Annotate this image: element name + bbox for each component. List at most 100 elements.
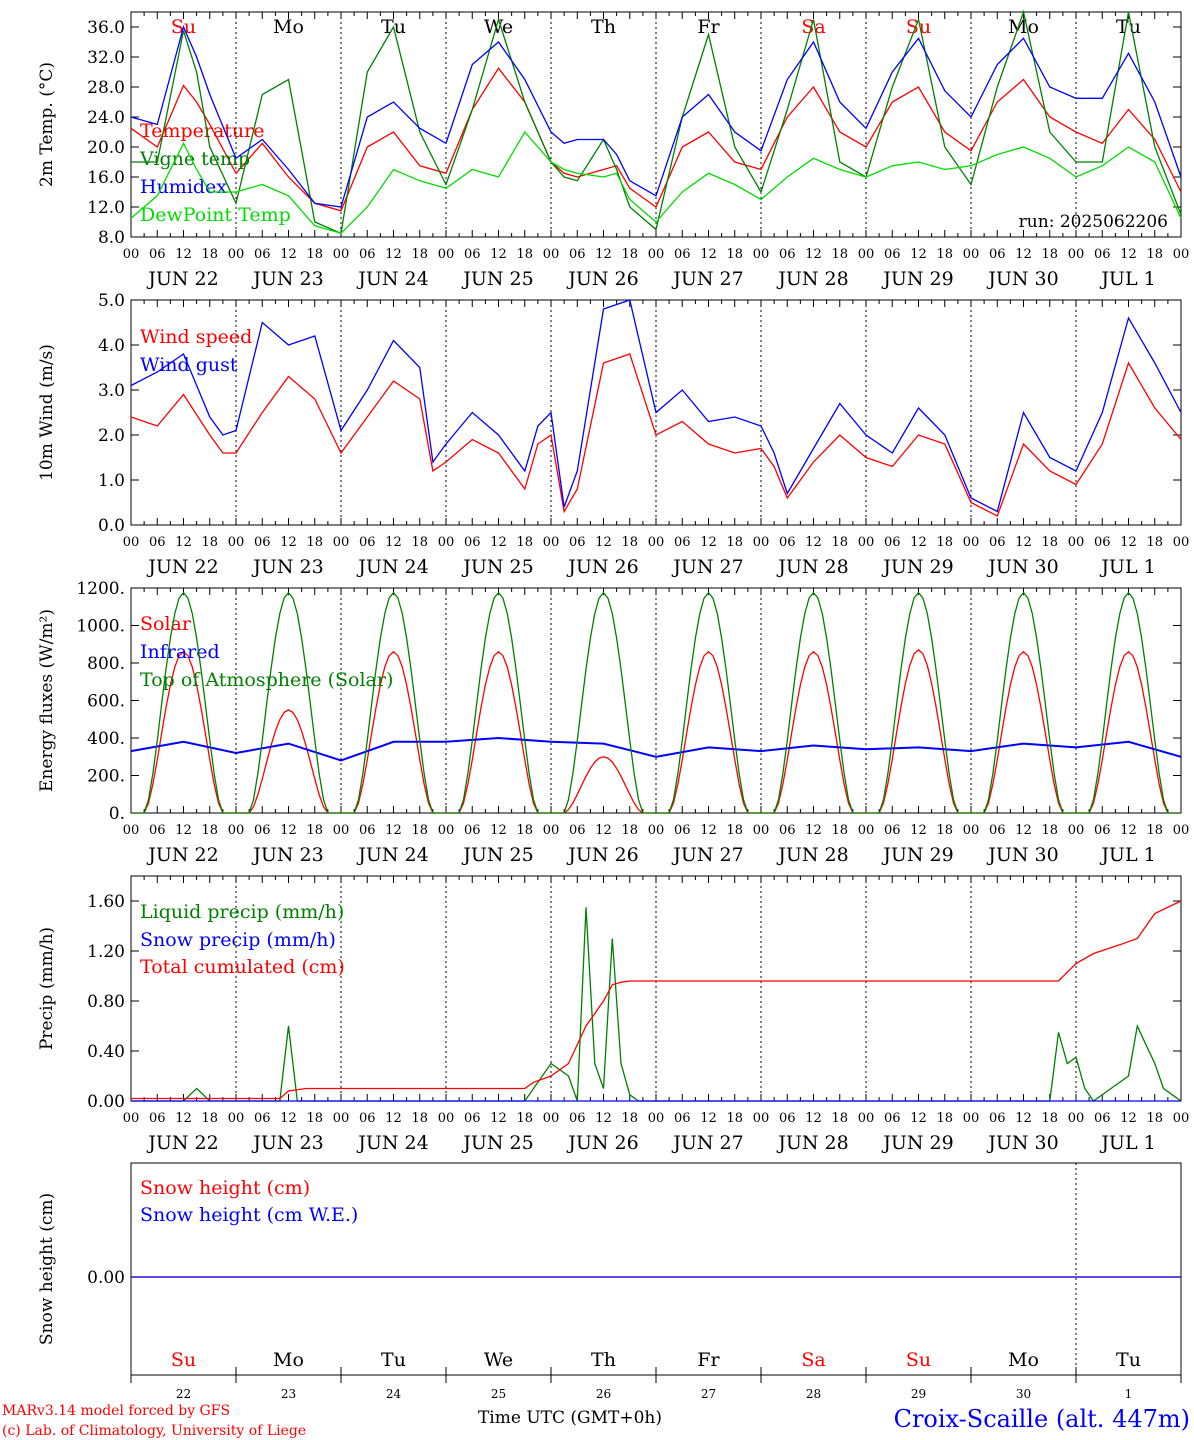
panel-4: 0.00 0.40 0.80 1.20 1.60 Precip (mm/h) 00 06 12 1…	[37, 875, 1190, 1154]
hour-tick-label: 06	[149, 1111, 166, 1126]
legend-label: Temperature	[140, 120, 264, 142]
hour-tick-label: 18	[516, 535, 533, 550]
series-line	[131, 907, 1182, 1102]
hour-tick-label: 00	[753, 823, 770, 838]
date-label: JUN 26	[566, 1132, 638, 1154]
hour-tick-label: 18	[621, 1111, 638, 1126]
y-tick-label: 400.	[87, 729, 125, 749]
date-label: JUN 28	[776, 1132, 848, 1154]
hour-tick-label: 06	[674, 535, 691, 550]
hour-tick-label: 18	[411, 1111, 428, 1126]
weekday-label: Fr	[697, 16, 720, 38]
hour-tick-label: 06	[254, 1111, 271, 1126]
y-tick-label: 0.40	[87, 1042, 125, 1062]
y-tick-label: 0.0	[98, 516, 125, 536]
weekday-label: Sa	[801, 16, 825, 38]
hour-tick-label: 18	[1041, 247, 1058, 262]
day-number-label: 24	[386, 1387, 402, 1401]
date-label: JUN 25	[461, 268, 533, 290]
hour-tick-label: 18	[726, 535, 743, 550]
legend-label: Snow height (cm W.E.)	[140, 1204, 358, 1226]
hour-tick-label: 00	[648, 247, 665, 262]
hour-tick-label: 00	[438, 1111, 455, 1126]
panel-2: 0.0 1.0 2.0 3.0 4.0 5.0 10m Wind (m/s) 00 06 12 18…	[37, 291, 1189, 578]
hour-tick-label: 18	[201, 1111, 218, 1126]
hour-tick-label: 06	[1094, 535, 1111, 550]
hour-tick-label: 00	[963, 535, 980, 550]
hour-tick-label: 12	[805, 1111, 822, 1126]
date-label: JUN 26	[566, 844, 638, 866]
legend-label: Total cumulated (cm)	[140, 956, 345, 978]
hour-tick-label: 18	[936, 535, 953, 550]
hour-tick-label: 00	[1068, 535, 1085, 550]
series-line	[130, 299, 1182, 513]
hour-tick-label: 00	[438, 535, 455, 550]
hour-tick-label: 00	[543, 247, 560, 262]
hour-tick-label: 00	[648, 535, 665, 550]
hour-tick-label: 12	[1015, 247, 1032, 262]
hour-tick-label: 12	[1015, 1111, 1032, 1126]
date-label: JUN 28	[776, 268, 848, 290]
hour-tick-label: 00	[228, 823, 245, 838]
date-label: JUN 24	[356, 268, 428, 290]
run-label: run: 2025062206	[1019, 212, 1168, 232]
hour-tick-label: 00	[1173, 1111, 1190, 1126]
hour-tick-label: 06	[674, 247, 691, 262]
date-label: JUL 1	[1099, 268, 1155, 290]
day-number-label: 22	[176, 1387, 191, 1401]
hour-tick-label: 12	[910, 1111, 927, 1126]
hour-tick-label: 00	[123, 823, 140, 838]
date-label: JUN 22	[146, 556, 218, 578]
hour-tick-label: 06	[1094, 247, 1111, 262]
y-axis-label: Snow height (cm)	[37, 1193, 57, 1345]
hour-tick-label: 00	[963, 823, 980, 838]
hour-tick-label: 12	[490, 1111, 507, 1126]
hour-tick-label: 18	[306, 535, 323, 550]
hour-tick-label: 18	[306, 1111, 323, 1126]
y-tick-label: 16.0	[87, 168, 125, 188]
date-label: JUN 27	[671, 1132, 743, 1154]
hour-tick-label: 00	[1173, 247, 1190, 262]
date-label: JUN 27	[671, 844, 743, 866]
hour-tick-label: 12	[1015, 823, 1032, 838]
hour-tick-label: 18	[516, 1111, 533, 1126]
hour-tick-label: 00	[333, 535, 350, 550]
panel-1: 8.0 12.0 16.0 20.0 24.0 28.0 32.0 36.0 2m Temp. …	[37, 9, 1190, 290]
hour-tick-label: 18	[831, 1111, 848, 1126]
series-line	[130, 25, 1182, 208]
y-axis-label: 2m Temp. (°C)	[37, 62, 57, 187]
hour-tick-label: 18	[936, 823, 953, 838]
hour-tick-label: 00	[648, 1111, 665, 1126]
weekday-label: Tu	[381, 1349, 406, 1371]
hour-tick-label: 06	[884, 823, 901, 838]
weekday-label: Su	[906, 1349, 931, 1371]
hour-tick-label: 18	[621, 535, 638, 550]
hour-tick-label: 12	[385, 535, 402, 550]
hour-tick-label: 12	[805, 823, 822, 838]
hour-tick-label: 18	[726, 247, 743, 262]
date-label: JUN 22	[146, 268, 218, 290]
date-label: JUN 28	[776, 556, 848, 578]
model-credit: MARv3.14 model forced by GFS	[2, 1403, 230, 1419]
hour-tick-label: 00	[228, 535, 245, 550]
y-tick-label: 1.60	[87, 892, 125, 912]
panel-3: 0. 200. 400. 600. 800. 1000. 1200. Energy fluxe…	[37, 579, 1189, 866]
y-tick-label: 0.	[109, 804, 125, 824]
date-label: JUN 24	[356, 556, 428, 578]
series-line	[131, 9, 1182, 235]
hour-tick-label: 12	[175, 1111, 192, 1126]
hour-tick-label: 18	[1146, 535, 1163, 550]
date-label: JUN 29	[881, 844, 953, 866]
hour-tick-label: 18	[621, 247, 638, 262]
y-tick-label: 8.0	[98, 228, 125, 248]
hour-tick-label: 18	[831, 535, 848, 550]
hour-tick-label: 18	[411, 247, 428, 262]
legend-label: Vigne temp	[139, 148, 250, 170]
date-label: JUN 29	[881, 268, 953, 290]
hour-tick-label: 00	[543, 1111, 560, 1126]
series-line	[130, 353, 1182, 517]
weekday-label: Mo	[273, 16, 304, 38]
weekday-label: Fr	[697, 1349, 720, 1371]
date-label: JUN 27	[671, 556, 743, 578]
